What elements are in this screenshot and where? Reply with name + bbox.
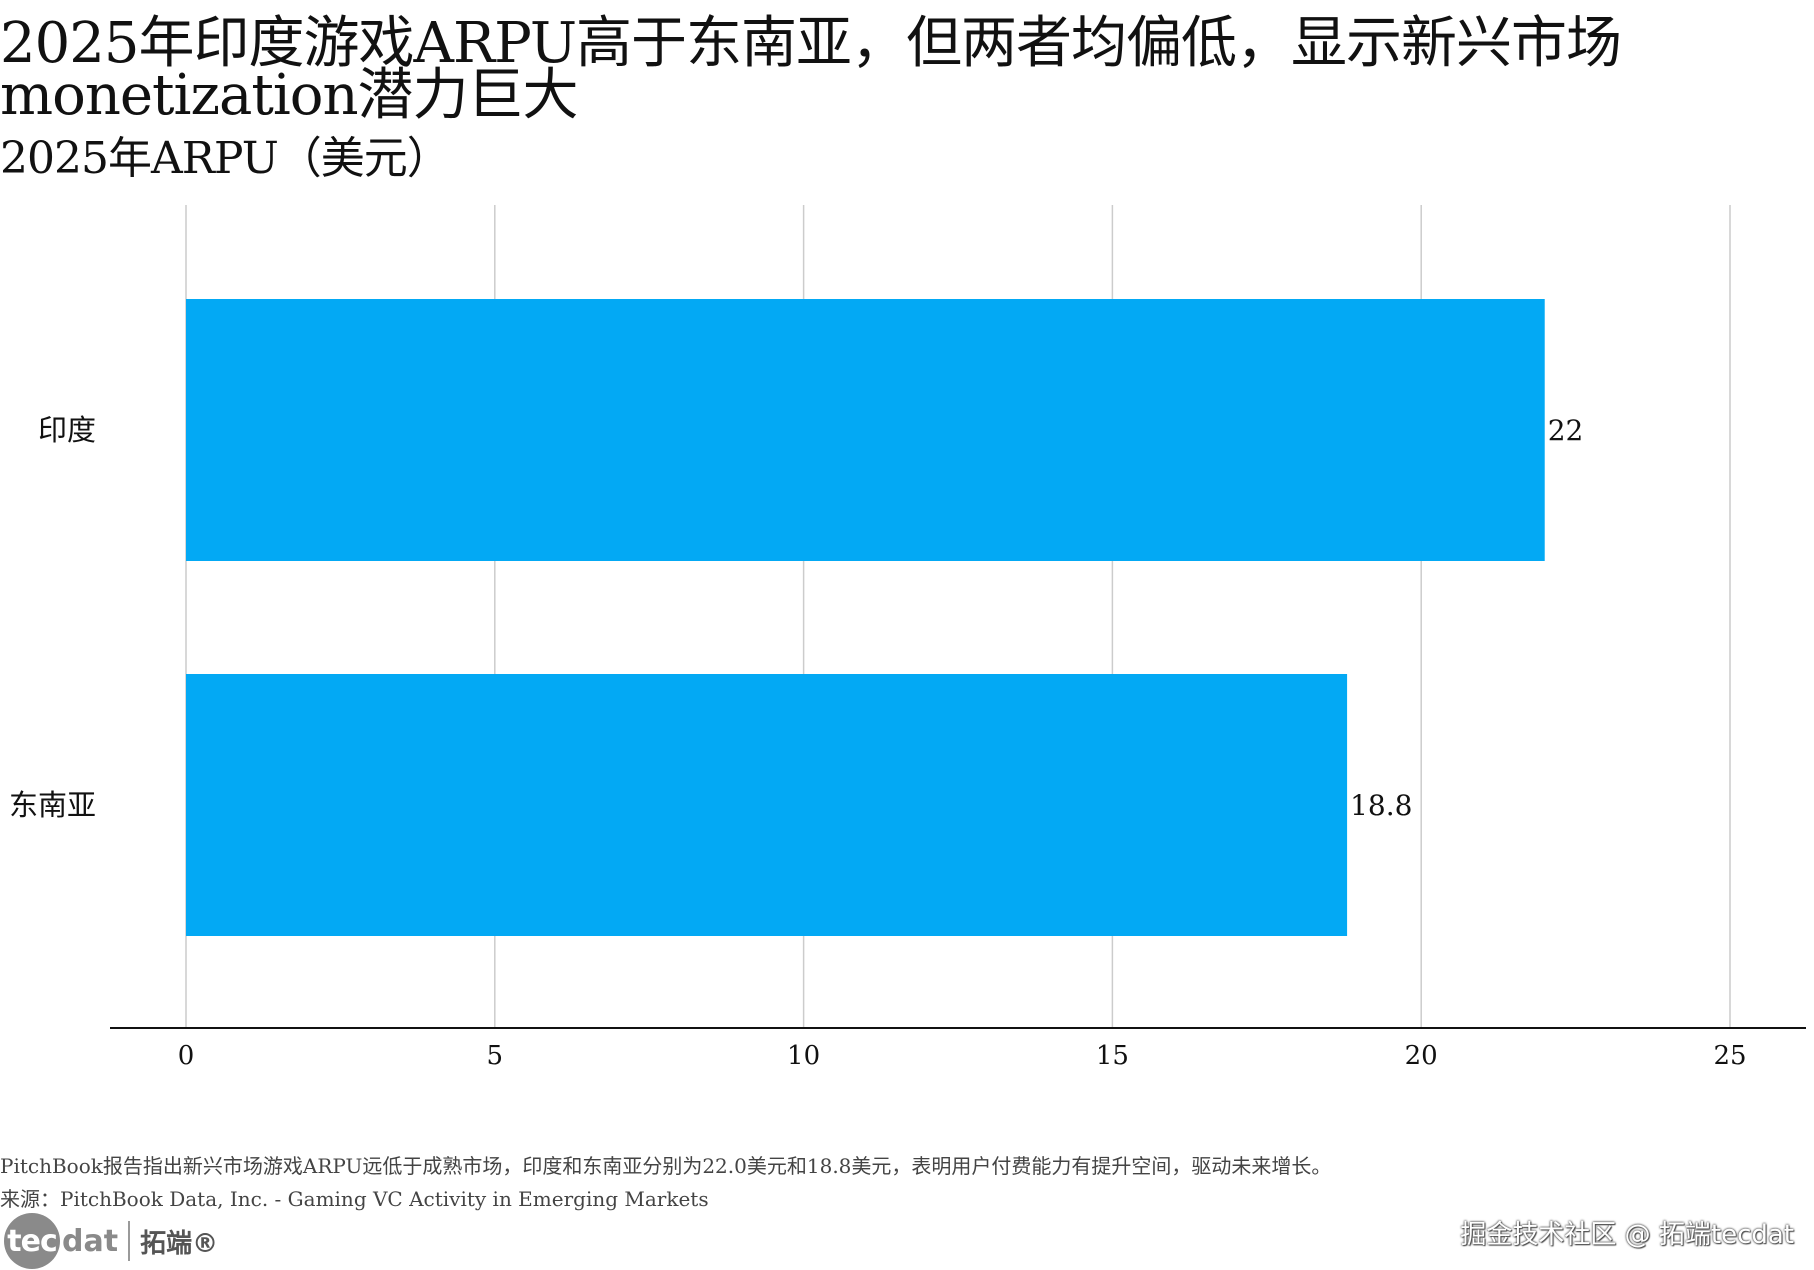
bar bbox=[186, 299, 1545, 561]
chart-title: 2025年印度游戏ARPU高于东南亚，但两者均偏低，显示新兴市场 monetiz… bbox=[0, 11, 1622, 128]
bar-value-label: 18.8 bbox=[1350, 789, 1412, 822]
x-axis-ticks: 0 5 10 15 20 25 bbox=[178, 1041, 1747, 1071]
logo-circle: tec bbox=[4, 1213, 60, 1269]
chart-subtitle: 2025年ARPU（美元） bbox=[0, 133, 451, 184]
watermark: 掘金技术社区 @ 拓端tecdat bbox=[1460, 1220, 1794, 1250]
logo-separator bbox=[128, 1221, 131, 1261]
x-tick-label: 15 bbox=[1096, 1041, 1129, 1071]
category-label: 东南亚 bbox=[9, 788, 96, 822]
bar bbox=[186, 674, 1348, 936]
chart-source: 来源：PitchBook Data, Inc. - Gaming VC Acti… bbox=[0, 1187, 709, 1211]
x-tick-label: 5 bbox=[487, 1041, 504, 1071]
x-tick-label: 10 bbox=[787, 1041, 820, 1071]
tecdat-logo: tec dat 拓端® bbox=[4, 1212, 218, 1270]
chart-note: PitchBook报告指出新兴市场游戏ARPU远低于成熟市场，印度和东南亚分别为… bbox=[0, 1154, 1332, 1178]
bar-value-label: 22 bbox=[1548, 414, 1584, 447]
bars bbox=[186, 299, 1545, 936]
x-tick-label: 20 bbox=[1405, 1041, 1438, 1071]
category-label: 印度 bbox=[38, 413, 96, 447]
logo-brand: 拓端® bbox=[140, 1228, 219, 1259]
x-tick-label: 0 bbox=[178, 1041, 195, 1071]
value-labels: 22 18.8 bbox=[1350, 414, 1583, 822]
x-tick-label: 25 bbox=[1713, 1041, 1746, 1071]
logo-text: dat bbox=[62, 1223, 119, 1259]
